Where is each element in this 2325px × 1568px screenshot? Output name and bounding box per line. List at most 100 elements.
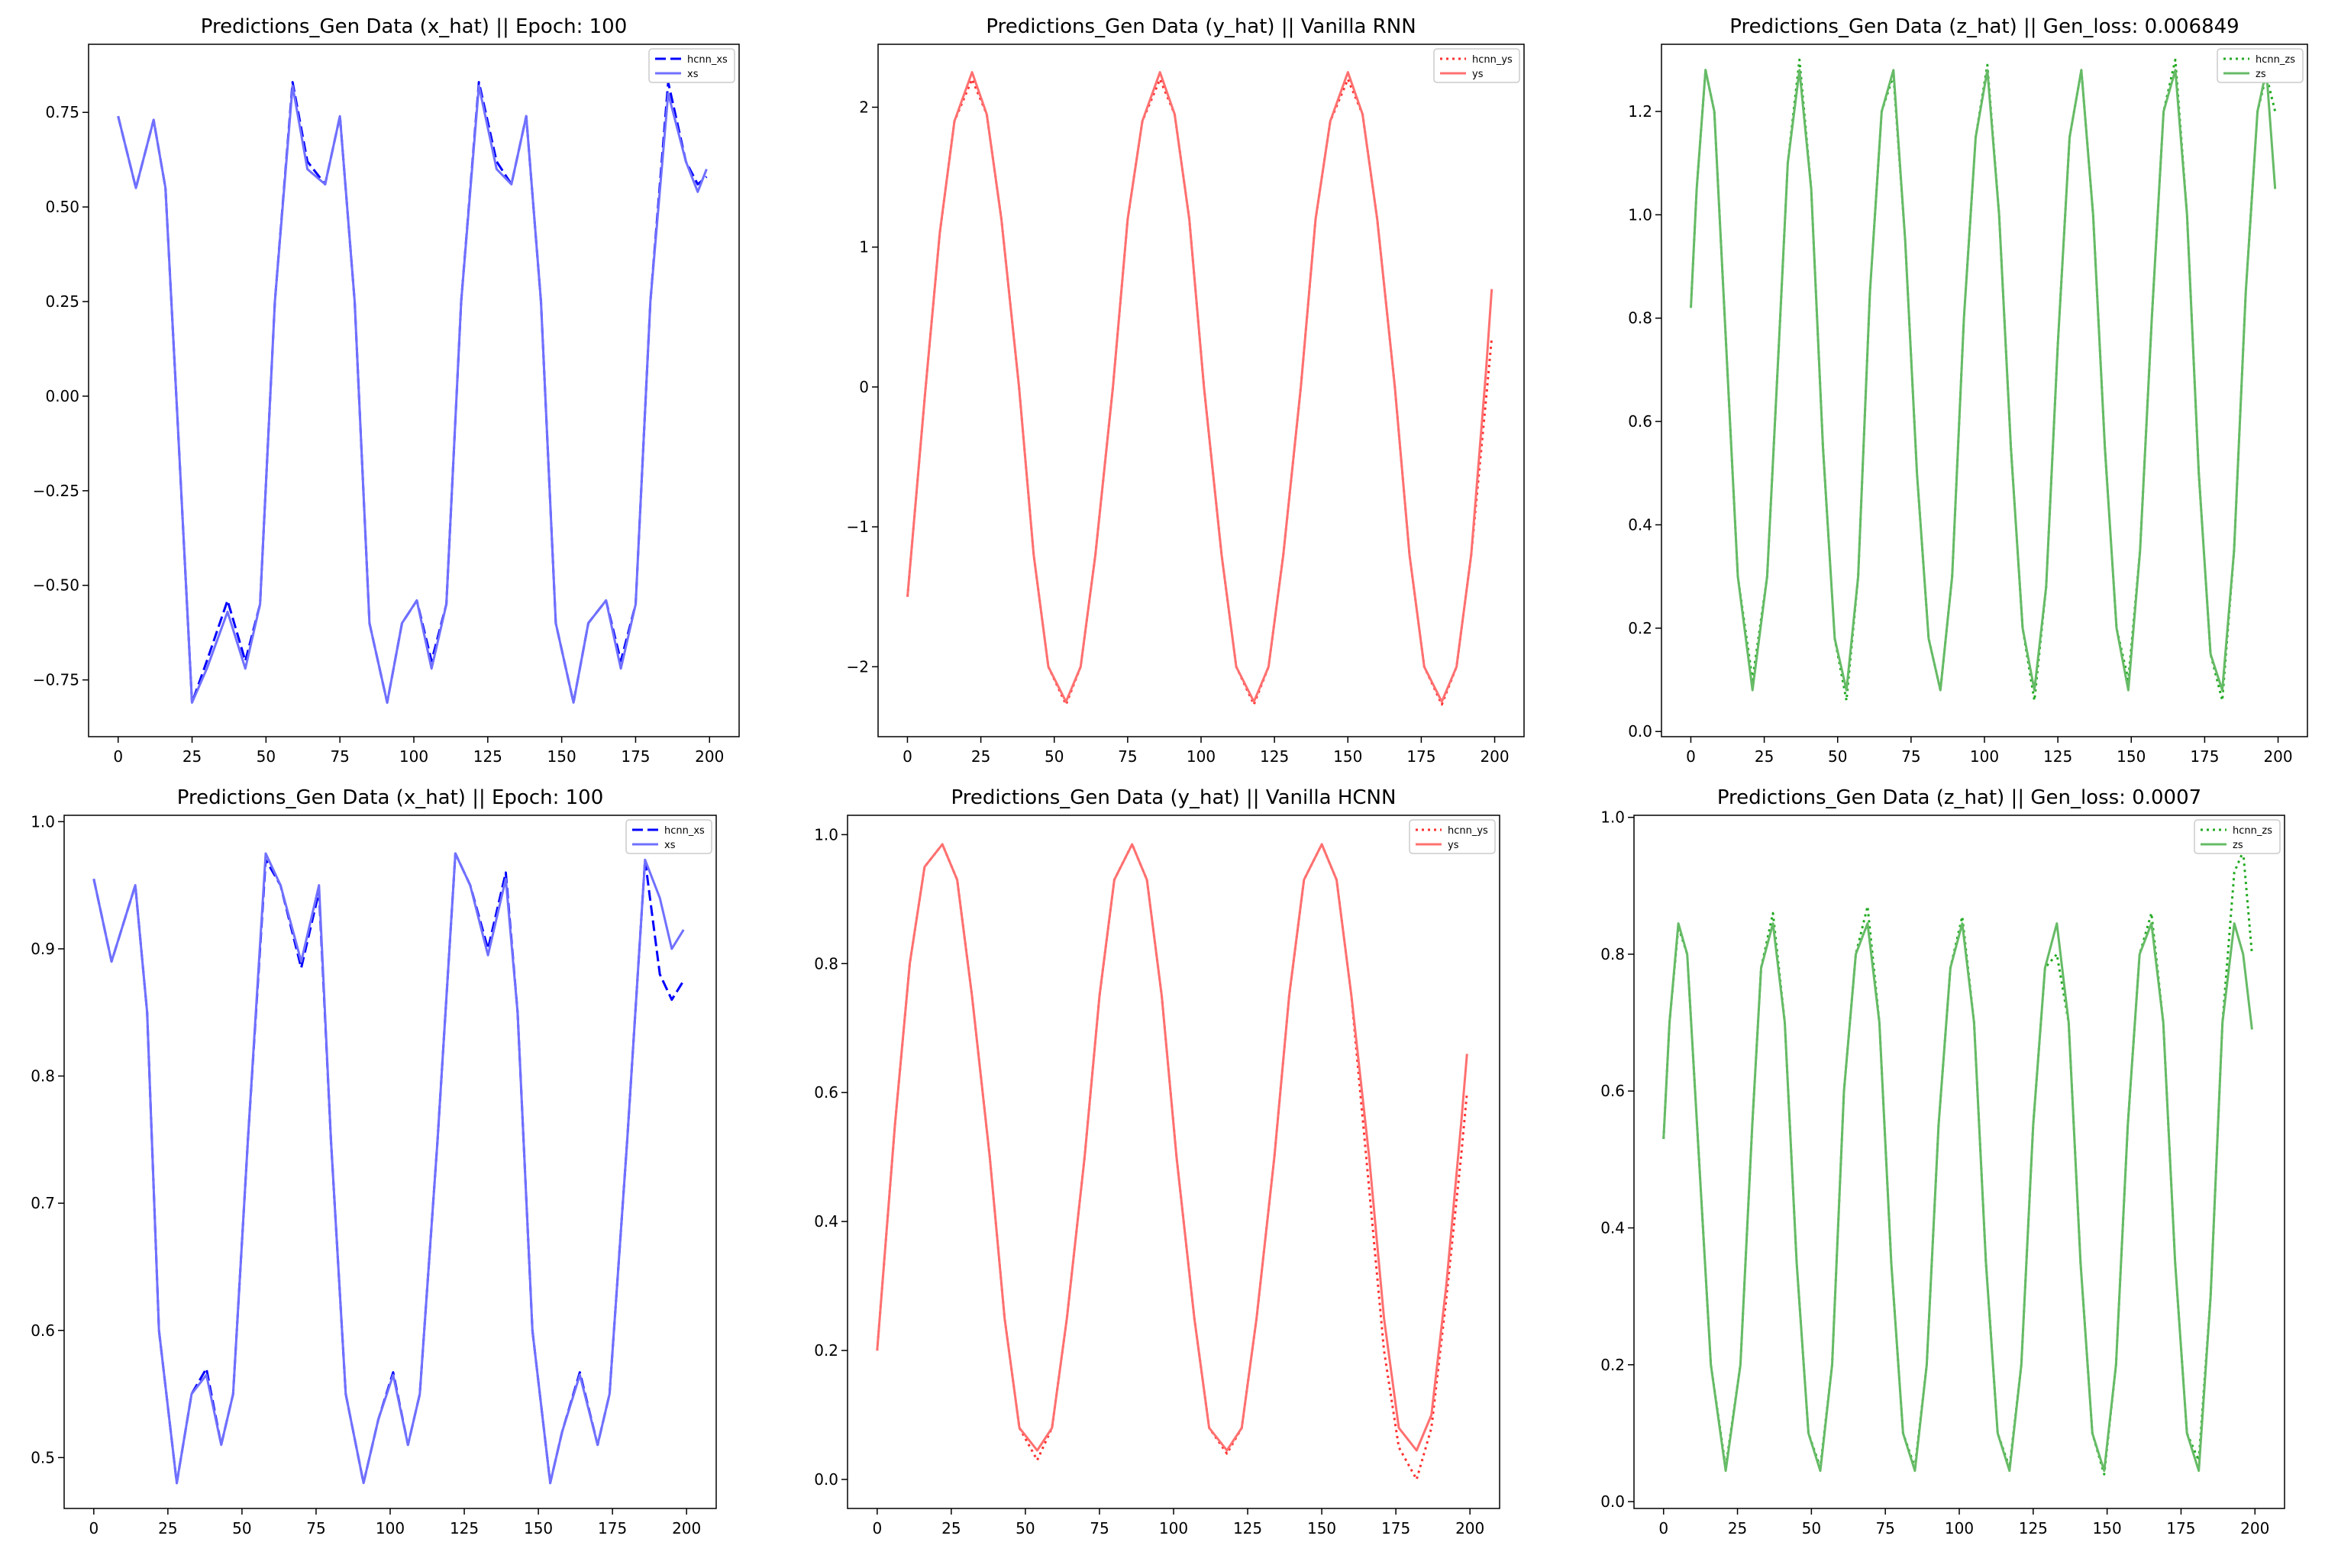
y-tick-label: 0.8	[1628, 309, 1652, 327]
y-tick-label: 0.4	[1600, 1218, 1625, 1237]
legend-label: hcnn_xs	[664, 825, 705, 837]
y-tick-label: 0.2	[814, 1341, 838, 1360]
y-tick-label: −0.50	[33, 576, 79, 595]
y-tick-label: 1.2	[1628, 102, 1652, 121]
chart-title: Predictions_Gen Data (y_hat) || Vanilla …	[986, 15, 1416, 38]
x-tick-label: 75	[306, 1519, 325, 1537]
x-tick-label: 175	[1381, 1519, 1410, 1537]
legend-label: hcnn_xs	[687, 54, 728, 66]
series-line-hcnn_zs	[1690, 58, 2277, 702]
axes-frame	[1633, 815, 2285, 1509]
x-tick-label: 150	[1307, 1519, 1336, 1537]
axes-frame	[88, 44, 740, 737]
x-tick-label: 125	[2019, 1519, 2048, 1537]
x-tick-label: 0	[89, 1519, 98, 1537]
x-tick-label: 50	[1828, 747, 1847, 766]
legend-label: hcnn_zs	[2233, 825, 2272, 837]
series-line-zs	[1662, 922, 2253, 1473]
y-tick-label: 0.50	[45, 198, 79, 216]
x-tick-label: 75	[330, 747, 349, 766]
x-tick-label: 50	[1016, 1519, 1035, 1537]
series-line-ys	[876, 843, 1468, 1452]
y-tick-label: 0.0	[1600, 1492, 1625, 1511]
x-tick-label: 25	[1755, 747, 1774, 766]
y-tick-label: 1	[859, 238, 869, 256]
series-line-zs	[1690, 69, 2277, 692]
y-tick-label: 1.0	[814, 825, 838, 844]
axes-frame	[847, 815, 1500, 1509]
legend-label: hcnn_ys	[1472, 54, 1513, 66]
x-tick-label: 175	[1406, 747, 1435, 766]
x-tick-label: 150	[1333, 747, 1362, 766]
x-tick-label: 175	[2166, 1519, 2195, 1537]
y-tick-label: 0.0	[814, 1470, 838, 1489]
y-tick-label: 2	[859, 98, 869, 116]
x-tick-label: 75	[1118, 747, 1137, 766]
y-tick-label: −0.25	[33, 482, 79, 500]
x-tick-label: 175	[2190, 747, 2219, 766]
legend-label: ys	[1472, 69, 1484, 80]
x-tick-label: 100	[399, 747, 428, 766]
y-tick-label: 0.75	[45, 103, 79, 121]
x-tick-label: 200	[2240, 1519, 2269, 1537]
series-line-hcnn_zs	[1662, 850, 2253, 1476]
chart-panel-5: Predictions_Gen Data (y_hat) || Vanilla …	[814, 786, 1500, 1537]
chart-panel-3: Predictions_Gen Data (z_hat) || Gen_loss…	[1628, 15, 2308, 766]
y-tick-label: 0.2	[1600, 1356, 1625, 1374]
x-tick-label: 75	[1875, 1519, 1894, 1537]
x-tick-label: 125	[1260, 747, 1289, 766]
y-tick-label: 1.0	[1628, 205, 1652, 224]
x-tick-label: 25	[182, 747, 202, 766]
x-tick-label: 175	[598, 1519, 627, 1537]
series-group	[117, 81, 708, 704]
x-tick-label: 125	[1233, 1519, 1262, 1537]
y-tick-label: 0.6	[31, 1321, 55, 1340]
series-group	[1662, 850, 2253, 1476]
x-tick-label: 200	[1480, 747, 1509, 766]
chart-title: Predictions_Gen Data (y_hat) || Vanilla …	[951, 786, 1397, 809]
y-tick-label: 0.8	[31, 1067, 55, 1086]
chart-panel-2: Predictions_Gen Data (y_hat) || Vanilla …	[847, 15, 1525, 766]
x-tick-label: 0	[903, 747, 912, 766]
x-tick-label: 50	[1802, 1519, 1821, 1537]
x-tick-label: 0	[113, 747, 123, 766]
x-tick-label: 200	[1455, 1519, 1484, 1537]
y-tick-label: 0	[859, 378, 869, 396]
legend-label: ys	[1448, 840, 1459, 851]
x-tick-label: 125	[2043, 747, 2072, 766]
legend-label: hcnn_ys	[1448, 825, 1488, 837]
x-tick-label: 25	[158, 1519, 177, 1537]
y-tick-label: 0.8	[1600, 945, 1625, 963]
x-tick-label: 200	[672, 1519, 701, 1537]
x-tick-label: 150	[547, 747, 576, 766]
chart-panel-1: Predictions_Gen Data (x_hat) || Epoch: 1…	[33, 15, 740, 766]
x-tick-label: 50	[232, 1519, 251, 1537]
series-line-xs	[92, 852, 685, 1485]
legend-label: hcnn_zs	[2256, 54, 2295, 66]
x-tick-label: 200	[695, 747, 724, 766]
x-tick-label: 75	[1090, 1519, 1109, 1537]
y-tick-label: −1	[847, 518, 869, 536]
chart-title: Predictions_Gen Data (z_hat) || Gen_loss…	[1717, 786, 2201, 809]
y-tick-label: −0.75	[33, 671, 79, 689]
x-tick-label: 0	[872, 1519, 882, 1537]
series-group	[1690, 58, 2277, 702]
x-tick-label: 125	[450, 1519, 479, 1537]
legend-label: xs	[664, 840, 676, 851]
x-tick-label: 25	[1728, 1519, 1747, 1537]
y-tick-label: 0.9	[31, 940, 55, 958]
x-tick-label: 100	[1159, 1519, 1188, 1537]
y-tick-label: 0.7	[31, 1194, 55, 1212]
x-tick-label: 0	[1658, 1519, 1668, 1537]
series-group	[92, 852, 685, 1485]
y-tick-label: 0.4	[814, 1212, 838, 1231]
x-tick-label: 100	[376, 1519, 405, 1537]
legend-label: zs	[2233, 840, 2243, 851]
y-tick-label: 0.25	[45, 292, 79, 311]
y-tick-label: −2	[847, 657, 869, 676]
x-tick-label: 125	[473, 747, 502, 766]
legend-label: xs	[687, 69, 699, 80]
